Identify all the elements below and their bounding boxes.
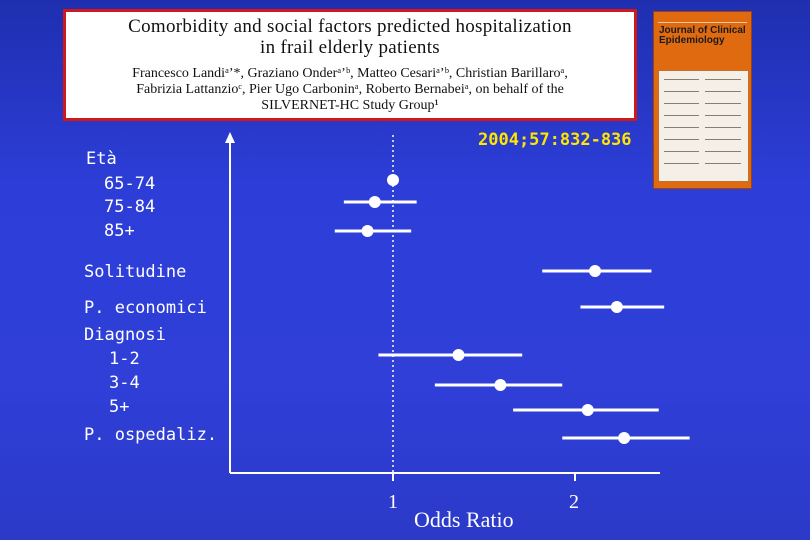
paper-title-line1: Comorbidity and social factors predicted… [128, 16, 572, 37]
paper-title-line2: in frail elderly patients [259, 37, 441, 58]
label-economici: P. economici [84, 298, 207, 318]
or-point-4 [610, 301, 623, 313]
x-axis-title: Odds Ratio [414, 507, 514, 532]
or-point-1 [368, 196, 381, 208]
citation: 2004;57:832-836 [478, 130, 632, 150]
label-diagnosi: Diagnosi [84, 325, 166, 345]
label-eta-75-84: 75-84 [104, 197, 156, 217]
label-solitudine: Solitudine [84, 262, 187, 282]
x-tick-label-1: 1 [388, 491, 398, 513]
or-point-6 [494, 379, 507, 391]
label-diagnosi-3-4: 3-4 [109, 373, 140, 393]
or-point-7 [581, 404, 594, 416]
or-point-2 [361, 225, 374, 237]
paper-header: Comorbidity and social factors predicted… [63, 9, 637, 121]
paper-authors-line1: Francesco Landiᵃ’*, Graziano Onderᵃ’ᵇ, M… [132, 66, 568, 81]
journal-cover: Journal of Clinical Epidemiology [653, 11, 752, 189]
journal-contents-box [658, 70, 749, 182]
label-diagnosi-1-2: 1-2 [109, 349, 140, 369]
or-point-5 [452, 349, 465, 361]
or-point-0 [387, 174, 399, 186]
label-diagnosi-5: 5+ [109, 397, 130, 417]
or-point-3 [589, 265, 602, 277]
journal-title: Journal of Clinical Epidemiology [659, 25, 746, 46]
label-ospedaliz: P. ospedaliz. [84, 425, 218, 445]
or-point-8 [618, 432, 631, 444]
label-eta-85: 85+ [104, 221, 135, 241]
x-tick-label-2: 2 [569, 491, 579, 513]
paper-authors: Francesco Landiᵃ’*, Graziano Onderᵃ’ᵇ, M… [66, 66, 634, 114]
paper-authors-line3: SILVERNET-HC Study Group¹ [261, 98, 439, 113]
paper-title: Comorbidity and social factors predicted… [66, 16, 634, 58]
y-axis-arrow [225, 132, 235, 143]
label-eta-65-74: 65-74 [104, 174, 156, 194]
paper-authors-line2: Fabrizia Lattanzioᶜ, Pier Ugo Carboninᵃ,… [136, 82, 564, 97]
journal-cover-topline [658, 16, 747, 23]
label-eta: Età [86, 149, 117, 169]
plot-marks [334, 174, 690, 444]
